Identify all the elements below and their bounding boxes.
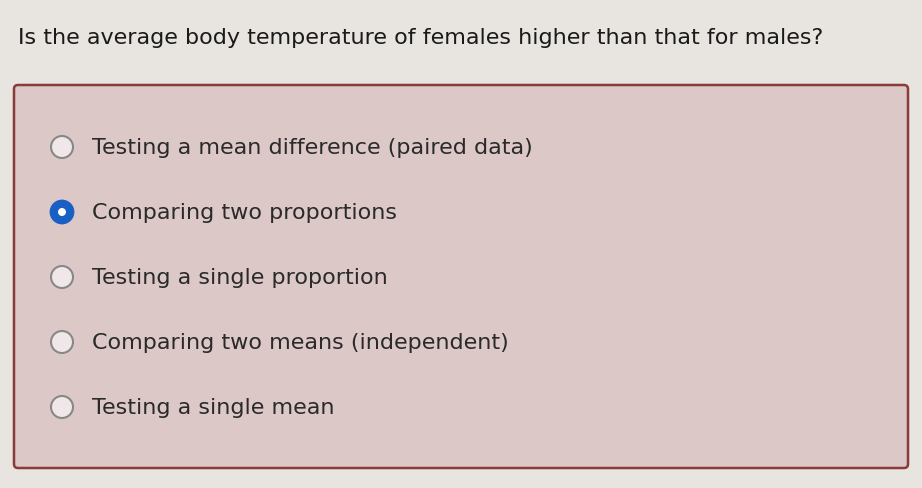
Text: Testing a single proportion: Testing a single proportion — [92, 267, 388, 287]
FancyBboxPatch shape — [14, 86, 908, 468]
Text: Is the average body temperature of females higher than that for males?: Is the average body temperature of femal… — [18, 28, 823, 48]
Circle shape — [51, 331, 73, 353]
Text: Comparing two means (independent): Comparing two means (independent) — [92, 332, 509, 352]
Text: Testing a mean difference (paired data): Testing a mean difference (paired data) — [92, 138, 533, 158]
Circle shape — [58, 208, 66, 217]
Circle shape — [51, 396, 73, 418]
Text: Testing a single mean: Testing a single mean — [92, 397, 335, 417]
Text: Comparing two proportions: Comparing two proportions — [92, 203, 397, 223]
Circle shape — [51, 266, 73, 288]
Circle shape — [51, 202, 73, 224]
Circle shape — [51, 137, 73, 159]
